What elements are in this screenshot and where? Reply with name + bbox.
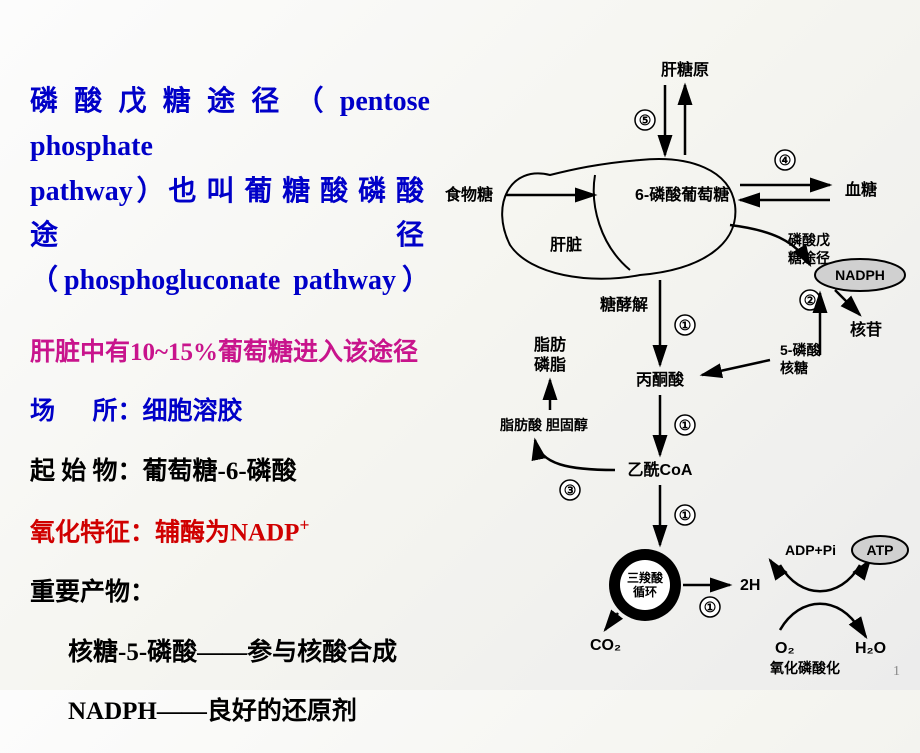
label-zhifang-2: 磷脂 (534, 355, 566, 374)
location-label-1: 场 (30, 398, 55, 425)
label-bingtong: 丙酮酸 (636, 370, 685, 389)
label-tangjiaojie: 糖酵解 (600, 295, 648, 314)
svg-text:①: ① (679, 317, 692, 333)
label-nadph: NADPH (835, 267, 885, 283)
product-2: NADPH——良好的还原剂 (68, 693, 430, 731)
start-label: 起 始 物： (30, 458, 143, 485)
label-ganyuantang: 肝糖原 (661, 60, 709, 79)
label-zhifangsuan: 脂肪酸 胆固醇 (499, 417, 588, 433)
label-o2: O₂ (775, 640, 795, 657)
page-number: 1 (893, 664, 900, 680)
label-ppp-1: 磷酸戊 (788, 232, 830, 248)
title-line-3: （phosphogluconate pathway） (30, 265, 430, 296)
label-ganzang: 肝脏 (550, 235, 582, 254)
label-yixian: 乙酰CoA (628, 460, 693, 479)
text-column: 磷酸戊糖途径（pentose phosphate pathway）也叫葡糖酸磷酸… (30, 80, 430, 753)
svg-text:③: ③ (564, 482, 577, 498)
svg-text:⑤: ⑤ (639, 112, 652, 128)
label-5phos-1: 5-磷酸 (780, 342, 821, 358)
location-line: 场 所：细胞溶胶 (30, 393, 430, 431)
label-co2: CO₂ (590, 637, 621, 654)
label-5phos-2: 核糖 (780, 360, 808, 376)
title-line-2a: pathway） (30, 176, 169, 207)
svg-text:①: ① (679, 507, 692, 523)
label-ppp-2: 糖途径 (788, 250, 830, 266)
metabolism-diagram: 肝糖原 ⑤ 6-磷酸葡萄糖 肝脏 食物糖 ④ 血糖 磷酸戊 糖途径 NADPH … (440, 55, 915, 675)
location-value: 细胞溶胶 (143, 398, 243, 425)
start-value: 葡萄糖-6-磷酸 (143, 458, 297, 485)
label-zhifang-1: 脂肪 (534, 335, 566, 354)
svg-text:①: ① (704, 599, 717, 615)
label-atp: ATP (867, 542, 894, 558)
oxid-sup: + (299, 515, 309, 535)
main-title: 磷酸戊糖途径（pentose phosphate pathway）也叫葡糖酸磷酸… (30, 80, 430, 304)
label-shiwutang: 食物糖 (444, 185, 493, 204)
svg-text:①: ① (679, 417, 692, 433)
label-xuetang: 血糖 (845, 180, 877, 199)
oxid-label: 氧化特征：辅酶为NADP (30, 520, 299, 547)
location-label-2: 所： (93, 398, 143, 425)
svg-text:④: ④ (779, 152, 792, 168)
product-1: 核糖-5-磷酸——参与核酸合成 (68, 634, 430, 672)
svg-text:②: ② (804, 292, 817, 308)
label-yanghua: 氧化磷酸化 (769, 660, 840, 675)
label-tca-1: 三羧酸 (627, 570, 664, 585)
oxidation-feature-line: 氧化特征：辅酶为NADP+ (30, 512, 430, 552)
label-2h: 2H (740, 577, 760, 594)
title-line-1: 磷酸戊糖途径（pentose phosphate (30, 86, 430, 162)
label-6-phosphoglucose: 6-磷酸葡萄糖 (635, 185, 729, 204)
starting-material-line: 起 始 物：葡萄糖-6-磷酸 (30, 453, 430, 491)
label-hesu: 核苷 (850, 320, 882, 339)
label-adppi: ADP+Pi (785, 542, 836, 558)
liver-percentage: 肝脏中有10~15%葡萄糖进入该途径 (30, 334, 430, 372)
label-h2o: H₂O (855, 640, 886, 657)
label-tca-2: 循环 (633, 584, 657, 599)
products-header: 重要产物： (30, 574, 430, 612)
